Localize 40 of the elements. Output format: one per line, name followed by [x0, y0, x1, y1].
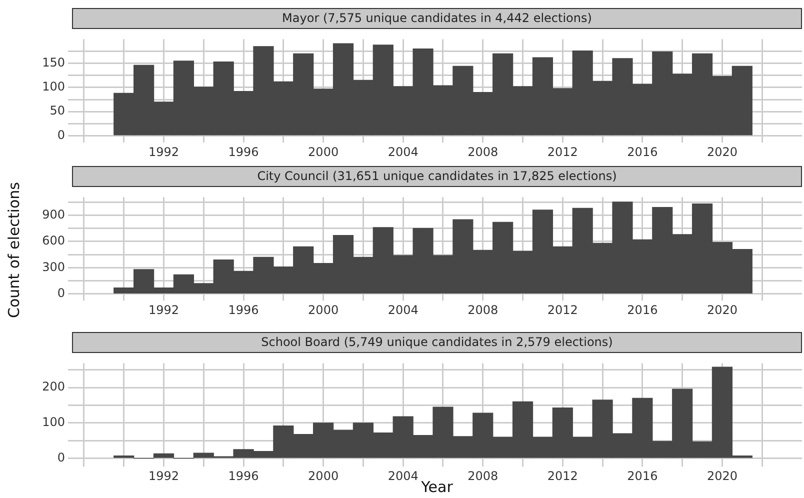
x-tick-label: 2000: [308, 144, 339, 159]
x-tick-label: 2004: [388, 144, 418, 159]
x-tick-label: 1996: [228, 144, 259, 159]
x-tick-label: 2016: [627, 302, 658, 317]
y-tick-label: 100: [42, 415, 65, 430]
x-tick-label: 1996: [228, 302, 259, 317]
y-tick-label: 300: [42, 260, 65, 274]
y-tick-label: 0: [57, 450, 65, 464]
x-tick-label: 2004: [388, 468, 418, 483]
y-tick-label: 900: [42, 207, 65, 222]
y-tick-label: 600: [42, 234, 65, 248]
y-tick-label: 100: [42, 80, 65, 94]
chart-title: School Board (5,749 unique candidates in 2,579 elections): [72, 332, 802, 353]
y-axis-title: Count of elections: [4, 182, 23, 318]
x-tick-label: 2012: [547, 302, 578, 317]
y-tick-label: 150: [42, 55, 65, 70]
x-tick-label: 2000: [308, 302, 339, 317]
y-tick-label: 50: [50, 104, 65, 118]
x-tick-label: 2008: [468, 468, 498, 483]
x-tick-label: 2020: [706, 144, 738, 159]
x-tick-label: 2016: [627, 144, 658, 159]
x-tick-label: 2020: [706, 468, 738, 483]
x-tick-label: 2004: [388, 302, 418, 317]
x-tick-label: 2012: [547, 468, 578, 483]
x-tick-label: 1992: [148, 302, 180, 317]
y-tick-label: 0: [57, 128, 65, 142]
chart-title: Mayor (7,575 unique candidates in 4,442 elections): [72, 8, 802, 29]
y-tick-label: 0: [57, 286, 65, 300]
x-tick-label: 2008: [468, 144, 498, 159]
x-tick-label: 2000: [308, 468, 339, 483]
x-tick-label: 1992: [148, 468, 180, 483]
x-tick-label: 1992: [148, 144, 180, 159]
x-tick-label: 1996: [228, 468, 259, 483]
x-tick-label: 2016: [627, 468, 658, 483]
x-tick-label: 2020: [706, 302, 738, 317]
x-axis-title: Year: [421, 478, 453, 496]
x-tick-label: 2008: [468, 302, 498, 317]
chart-title: City Council (31,651 unique candidates in 17,825 elections): [72, 166, 802, 187]
y-tick-label: 200: [42, 380, 65, 394]
x-tick-label: 2012: [547, 144, 578, 159]
